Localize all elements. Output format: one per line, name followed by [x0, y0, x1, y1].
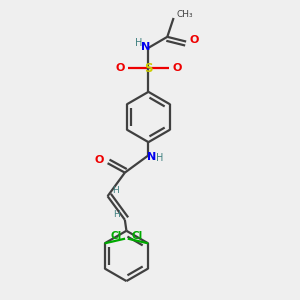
Text: Cl: Cl: [131, 231, 142, 241]
Text: O: O: [94, 155, 104, 165]
Text: N: N: [147, 152, 156, 162]
Text: CH₃: CH₃: [176, 10, 193, 19]
Text: O: O: [172, 63, 182, 73]
Text: H: H: [156, 154, 163, 164]
Text: S: S: [144, 62, 153, 75]
Text: O: O: [116, 63, 125, 73]
Text: H: H: [112, 186, 119, 195]
Text: H: H: [135, 38, 143, 48]
Text: N: N: [141, 42, 151, 52]
Text: O: O: [189, 35, 199, 45]
Text: H: H: [114, 210, 120, 219]
Text: Cl: Cl: [110, 231, 122, 241]
